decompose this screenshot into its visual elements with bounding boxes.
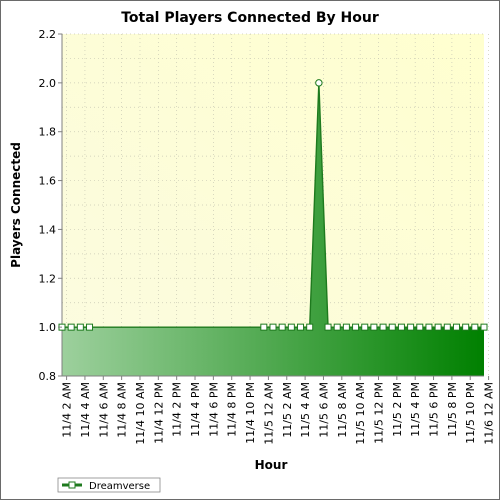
x-tick-label: 11/4 6 AM <box>97 382 110 438</box>
x-tick-label: 11/5 10 PM <box>464 382 477 444</box>
x-tick-label: 11/4 8 AM <box>116 382 129 438</box>
y-axis-title: Players Connected <box>9 142 23 268</box>
y-tick-label: 0.8 <box>39 370 57 383</box>
x-axis-title: Hour <box>255 458 288 472</box>
data-point <box>425 323 433 331</box>
data-point <box>67 323 75 331</box>
legend-box <box>57 477 161 493</box>
data-point <box>86 323 94 331</box>
x-tick-label: 11/5 12 PM <box>373 382 386 444</box>
data-point <box>462 323 470 331</box>
y-tick-label: 1.8 <box>39 126 57 139</box>
x-tick-label: 11/5 6 PM <box>428 382 441 437</box>
data-point <box>352 323 360 331</box>
x-tick-label: 11/4 10 PM <box>244 382 257 444</box>
chart-title: Total Players Connected By Hour <box>121 10 379 26</box>
x-tick-label: 11/5 6 AM <box>317 382 330 438</box>
data-point <box>443 323 451 331</box>
x-tick-label: 11/4 12 PM <box>152 382 165 444</box>
data-point <box>333 323 341 331</box>
data-point <box>342 323 350 331</box>
series-markers <box>58 79 488 331</box>
series-area-fill <box>62 82 484 376</box>
y-tick-label: 1.2 <box>39 272 57 285</box>
x-tick-label: 11/4 2 AM <box>61 382 74 438</box>
x-tick-label: 11/5 2 PM <box>391 382 404 437</box>
x-tick-label: 11/4 6 PM <box>207 382 220 437</box>
axes <box>61 34 484 377</box>
x-tick-label: 11/5 12 AM <box>262 382 275 445</box>
data-point <box>397 323 405 331</box>
x-tick-label: 11/5 8 PM <box>446 382 459 437</box>
y-tick-label: 1.0 <box>39 321 57 334</box>
data-point <box>315 79 323 87</box>
x-tick-label: 11/4 8 PM <box>226 382 239 437</box>
data-point <box>361 323 369 331</box>
data-point <box>434 323 442 331</box>
x-tick-label: 11/5 8 AM <box>336 382 349 438</box>
data-point <box>370 323 378 331</box>
data-point <box>471 323 479 331</box>
y-tick-labels: 0.8 1.0 1.2 1.4 1.6 1.8 2.0 2.2 <box>39 28 62 383</box>
data-point <box>306 323 314 331</box>
grid-lines <box>62 33 489 377</box>
data-point <box>278 323 286 331</box>
data-point <box>416 323 424 331</box>
legend-label: Dreamverse <box>89 481 150 492</box>
y-tick-label: 1.4 <box>39 223 57 236</box>
x-tick-label: 11/4 10 AM <box>134 382 147 445</box>
x-tick-label: 11/4 4 PM <box>189 382 202 437</box>
data-point <box>388 323 396 331</box>
data-point <box>260 323 268 331</box>
plot-background <box>62 34 484 376</box>
x-tick-label: 11/5 4 PM <box>409 382 422 437</box>
y-tick-label: 2.0 <box>39 77 57 90</box>
data-point <box>287 323 295 331</box>
data-point <box>297 323 305 331</box>
x-tick-label: 11/5 10 AM <box>354 382 367 445</box>
data-point <box>379 323 387 331</box>
data-point <box>269 323 277 331</box>
x-tick-label: 11/6 12 AM <box>483 382 496 445</box>
x-tick-label: 11/4 2 PM <box>171 382 184 437</box>
data-point <box>324 323 332 331</box>
data-point <box>407 323 415 331</box>
x-tick-labels: 11/4 2 AM 11/4 4 AM 11/4 6 AM 11/4 8 AM 11/4… <box>61 376 496 445</box>
x-tick-label: 11/4 4 AM <box>79 382 92 438</box>
legend: Dreamverse <box>57 477 161 493</box>
legend-swatch-marker <box>68 481 76 489</box>
x-tick-label: 11/5 4 AM <box>299 382 312 438</box>
x-tick-label: 11/5 2 AM <box>281 382 294 438</box>
data-point <box>76 323 84 331</box>
data-point <box>452 323 460 331</box>
data-point <box>480 323 488 331</box>
y-tick-label: 1.6 <box>39 175 57 188</box>
y-tick-label: 2.2 <box>39 28 57 41</box>
